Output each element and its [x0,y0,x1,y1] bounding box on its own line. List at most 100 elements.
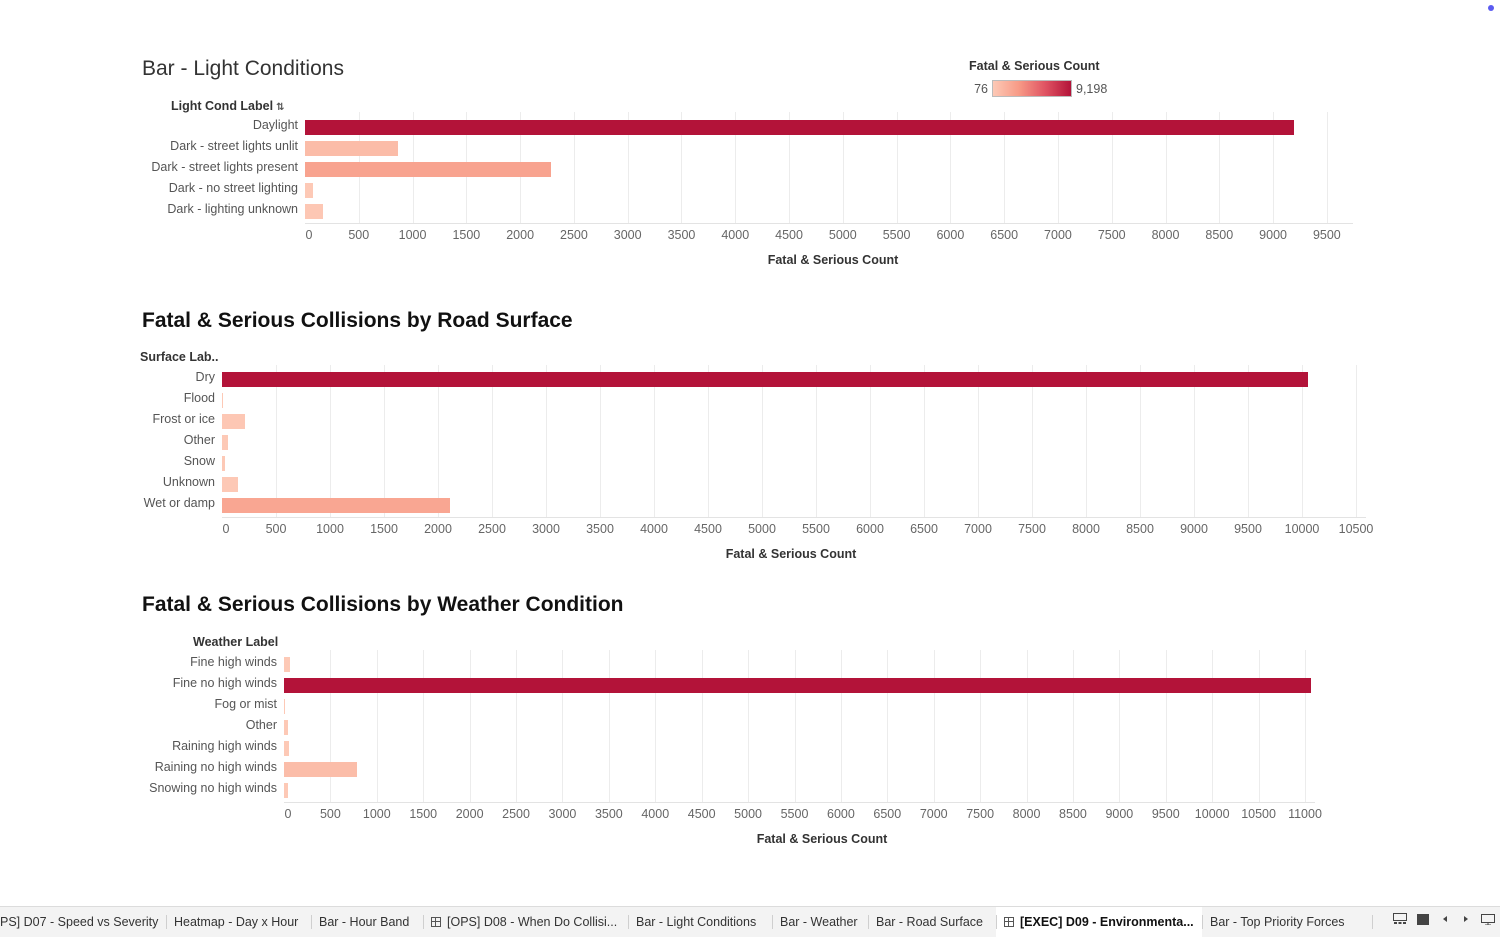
bar-dark-lighting-unknown[interactable] [305,204,324,219]
show-tabs-icon[interactable] [1417,913,1429,929]
bar-other[interactable] [222,435,228,450]
gridline [1258,650,1260,802]
sheet-tab[interactable]: Bar - Road Surface [868,907,991,937]
category-label[interactable]: Fog or mist [214,697,277,711]
x-tick-label: 0 [222,522,230,536]
category-label[interactable]: Other [245,718,277,732]
tab-separator [311,915,312,929]
x-tick-label: 6000 [936,228,965,242]
category-label[interactable]: Daylight [252,118,298,132]
gridline [492,365,493,517]
sort-icon[interactable]: ⇅ [276,102,285,113]
sheet-tab[interactable]: PS] D07 - Speed vs Severity [0,907,166,937]
bar-fine-no-high-winds[interactable] [284,678,1311,693]
gridline [870,365,871,517]
x-tick-label: 5500 [780,807,809,821]
x-tick-label: 9500 [1312,228,1341,242]
x-tick-label: 6500 [873,807,902,821]
category-label[interactable]: Fine high winds [190,655,277,669]
bar-snow[interactable] [222,456,226,471]
gridline [681,112,683,223]
gridline [608,650,610,802]
gridline [1194,365,1195,517]
bar-fine-high-winds[interactable] [284,657,291,672]
category-header[interactable]: Light Cond Label ⇅ [171,99,285,113]
bar-fog-or-mist[interactable] [284,699,286,714]
x-axis-line [305,223,1353,224]
gridline [950,112,952,223]
sheet-tab[interactable]: Bar - Light Conditions [628,907,764,937]
category-label[interactable]: Dark - lighting unknown [167,202,298,216]
x-tick-label: 2500 [502,807,530,821]
gridline [276,365,277,517]
bar-dark-no-street-lighting[interactable] [305,183,314,198]
gridline [842,112,844,223]
gridline [469,650,471,802]
presentation-mode-icon[interactable] [1480,913,1496,929]
category-label[interactable]: Fine no high winds [172,676,277,690]
sheet-tab-label: Bar - Top Priority Forces [1210,915,1345,929]
bar-raining-no-high-winds[interactable] [284,762,358,777]
x-tick-label: 9000 [1180,522,1208,536]
x-tick-label: 5500 [802,522,830,536]
category-label[interactable]: Dry [195,370,215,384]
category-label[interactable]: Snowing no high winds [149,781,277,795]
sheet-tab[interactable]: Bar - Hour Band [311,907,417,937]
category-header[interactable]: Weather Label [193,635,279,649]
x-tick-label: 1500 [409,807,438,821]
gridline [384,365,385,517]
category-label[interactable]: Other [183,433,215,447]
gridline [887,650,889,802]
bar-unknown[interactable] [222,477,239,492]
x-tick-label: 2000 [506,228,535,242]
category-label[interactable]: Wet or damp [143,496,215,510]
sheet-tab[interactable]: [OPS] D08 - When Do Collisi... [423,907,625,937]
bar-dry[interactable] [222,372,1309,387]
sheet-tab[interactable]: [EXEC] D09 - Environmenta... [996,907,1202,937]
bar-snowing-no-high-winds[interactable] [284,783,288,798]
x-tick-label: 9000 [1259,228,1287,242]
sheet-tab-label: [OPS] D08 - When Do Collisi... [447,915,618,929]
sheet-tab[interactable]: Heatmap - Day x Hour [166,907,306,937]
bar-flood[interactable] [222,393,223,408]
gridline [735,112,737,223]
x-tick-label: 9500 [1234,522,1262,536]
sheet-tab[interactable]: Bar - Weather [772,907,866,937]
category-label[interactable]: Dark - no street lighting [168,181,298,195]
category-label[interactable]: Frost or ice [152,412,215,426]
sheet-tab-label: PS] D07 - Speed vs Severity [0,915,159,929]
category-label[interactable]: Raining no high winds [154,760,277,774]
bar-frost-or-ice[interactable] [222,414,245,429]
sheet-tab-label: Bar - Weather [780,915,858,929]
tab-separator [628,915,629,929]
bar-dark-street-lights-present[interactable] [305,162,552,177]
x-tick-label: 1000 [362,807,391,821]
x-tick-label: 2500 [478,522,506,536]
category-label[interactable]: Dark - street lights present [151,160,298,174]
bar-dark-street-lights-unlit[interactable] [305,141,398,156]
gridline [330,365,331,517]
category-label[interactable]: Flood [183,391,215,405]
gridline [924,365,925,517]
bar-raining-high-winds[interactable] [284,741,289,756]
sheet-tab[interactable]: Bar - Top Priority Forces [1202,907,1353,937]
gridline [1165,650,1167,802]
dashboard-grid-icon [1004,917,1014,927]
category-header[interactable]: Surface Lab.. [140,350,219,364]
x-tick-label: 10500 [1338,522,1374,536]
category-label[interactable]: Raining high winds [172,739,277,753]
x-tick-label: 5000 [828,228,857,242]
previous-sheet-icon[interactable] [1441,913,1449,929]
bar-wet-or-damp[interactable] [222,498,450,513]
bar-other[interactable] [284,720,288,735]
gridline [376,650,378,802]
category-label[interactable]: Snow [183,454,215,468]
show-filmstrip-icon[interactable] [1393,913,1407,929]
bar-daylight[interactable] [305,120,1295,135]
next-sheet-icon[interactable] [1462,913,1470,929]
category-label[interactable]: Dark - street lights unlit [170,139,298,153]
x-tick-label: 10000 [1194,807,1230,821]
x-axis-line [284,802,1315,803]
category-label[interactable]: Unknown [162,475,215,489]
x-tick-label: 10000 [1284,522,1320,536]
